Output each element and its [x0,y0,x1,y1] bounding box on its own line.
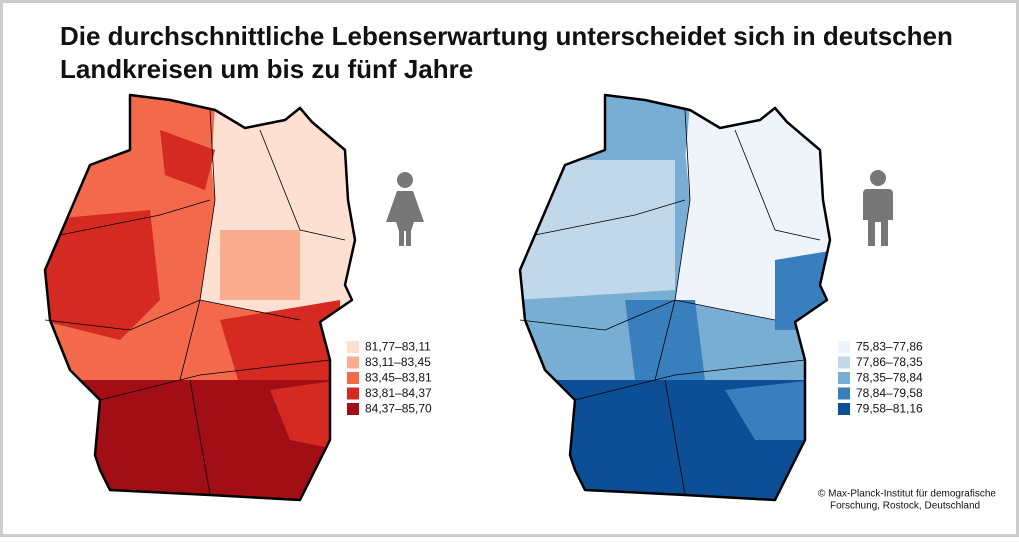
legend-label: 84,37–85,70 [365,402,432,416]
legend-label: 83,45–83,81 [365,371,432,385]
legend-label: 83,81–84,37 [365,386,432,400]
legend-swatch [347,341,359,353]
legend-label: 79,58–81,16 [856,402,923,416]
map-region [520,160,675,300]
legend-swatch [838,387,850,400]
legend-swatch [838,341,850,353]
map-region [220,230,300,300]
title-line: Landkreisen um bis zu fünf Jahre [60,54,473,84]
map-region [160,130,215,190]
legend-label: 81,77–83,11 [365,340,431,354]
legend-swatch [347,372,359,384]
legend-swatch [838,372,850,384]
map-region [605,95,690,160]
map-region [520,380,805,500]
title-line: Die durchschnittliche Lebenserwartung un… [60,21,953,51]
legend-label: 75,83–77,86 [856,340,923,354]
map-region [45,210,160,340]
map [43,93,357,502]
legend-swatch [838,403,850,415]
woman-icon [386,172,424,246]
map-region [45,380,330,500]
legend-swatch [838,356,850,369]
map-region [270,380,340,450]
map [518,93,832,502]
legend-label: 78,35–78,84 [856,371,923,385]
legend-swatch [347,356,359,369]
credit: © Max-Planck-Institut für demografische [818,489,996,500]
legend-label: 77,86–78,35 [856,355,923,369]
legend-swatch [347,387,359,400]
legend-label: 78,84–79,58 [856,386,923,400]
legend-swatch [347,403,359,415]
legend-label: 83,11–83,45 [365,355,431,369]
man-icon [863,170,893,246]
map-region [725,380,815,440]
credit: Forschung, Rostock, Deutschland [830,501,980,512]
